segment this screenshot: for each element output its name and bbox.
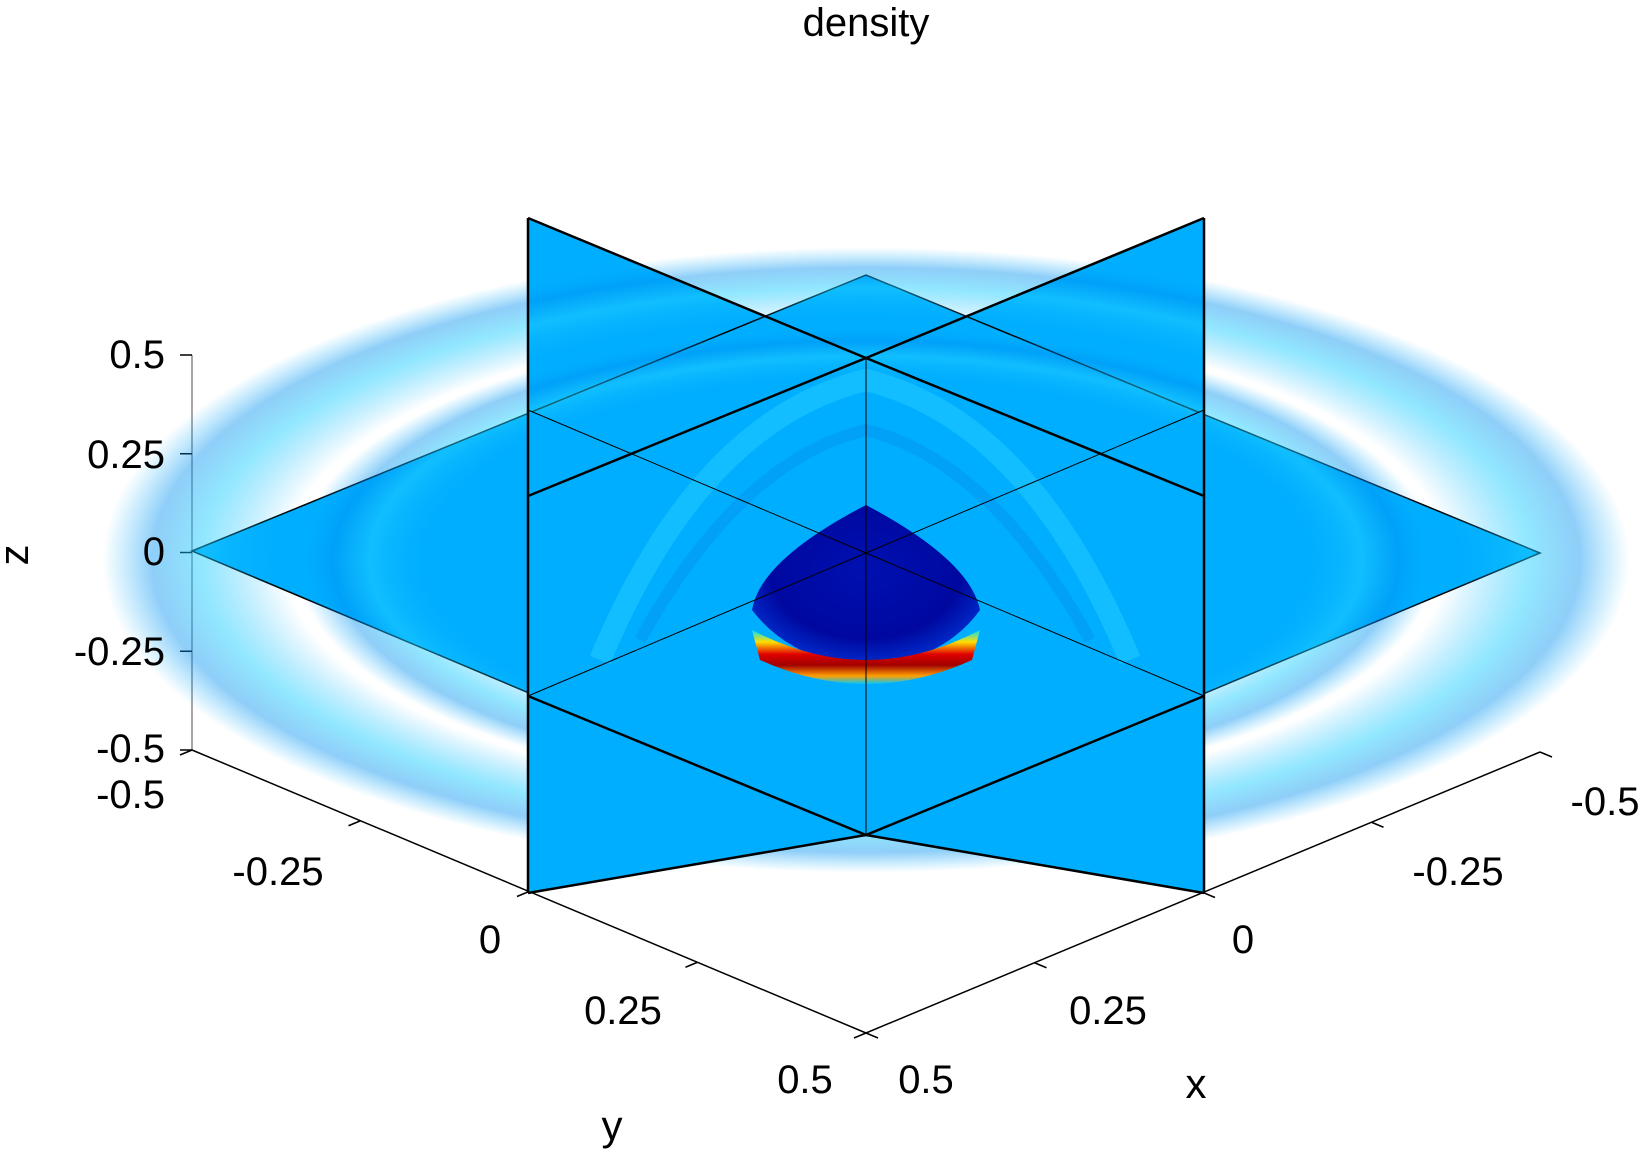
y-tick-4: 0.5 (777, 1058, 833, 1102)
z-tick-0: 0.5 (109, 333, 165, 377)
z-tick-3: -0.25 (74, 630, 165, 674)
y-tick-mark (685, 961, 698, 968)
x-tick-mark (865, 1032, 879, 1039)
x-tick-mark (1202, 891, 1216, 899)
x-tick-4: 0.5 (898, 1058, 954, 1102)
x-tick-2: 0 (1232, 918, 1254, 962)
y-tick-labels: -0.5 -0.25 0 0.25 0.5 (96, 773, 833, 1102)
z-tick-1: 0.25 (87, 433, 165, 477)
z-tick-4: -0.5 (96, 727, 165, 771)
y-tick-3: 0.25 (584, 989, 662, 1033)
plane-x0-front (528, 410, 866, 835)
y-axis-label: y (602, 1102, 623, 1149)
z-tick-labels: 0.5 0.25 0 -0.25 -0.5 (74, 333, 165, 771)
z-tick-2: 0 (143, 530, 165, 574)
plane-front-lower (528, 696, 1204, 893)
x-tick-1: -0.25 (1412, 850, 1503, 894)
x-axis-label: x (1186, 1060, 1207, 1107)
high-density-band (752, 630, 980, 684)
x-tick-labels: -0.5 -0.25 0 0.25 0.5 (898, 780, 1639, 1102)
y-tick-2: 0 (479, 918, 501, 962)
slice-planes (36, 216, 1651, 900)
x-tick-3: 0.25 (1069, 989, 1147, 1033)
y-tick-mark (853, 1032, 867, 1039)
z-axis-label: z (0, 545, 37, 566)
y-tick-1: -0.25 (232, 850, 323, 894)
y-tick-0: -0.5 (96, 773, 165, 817)
plane-y0-front (866, 410, 1204, 835)
x-tick-mark (1034, 962, 1047, 969)
x-tick-0: -0.5 (1571, 780, 1640, 824)
chart-title: density (803, 1, 930, 45)
